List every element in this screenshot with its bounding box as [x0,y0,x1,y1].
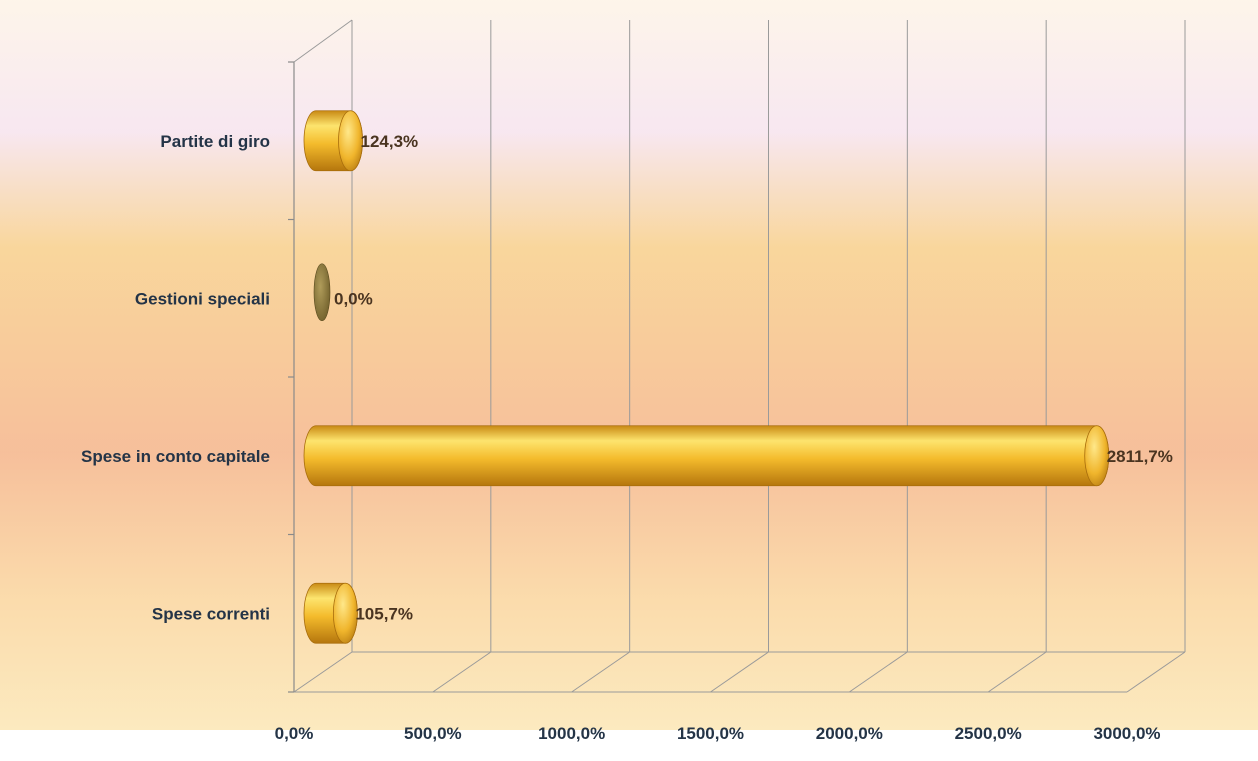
data-label: 2811,7% [1107,447,1173,466]
category-label: Spese correnti [152,604,270,623]
category-label: Partite di giro [160,132,270,151]
data-label: 0,0% [334,289,373,308]
bars-layer [303,110,1110,644]
wall-top-edge [293,19,353,63]
x-tick-label: 2000,0% [816,724,883,743]
bar-cap [338,110,363,172]
plot-wash [0,0,1258,730]
bar [303,425,1110,487]
category-label: Gestioni speciali [135,289,270,308]
data-label: 105,7% [355,604,413,623]
x-tick-label: 3000,0% [1093,724,1160,743]
floor-gridline [849,651,908,693]
x-tick-label: 2500,0% [955,724,1022,743]
floor-gridline [710,651,769,693]
bar [303,582,358,644]
x-tick-label: 1500,0% [677,724,744,743]
x-tick-label: 1000,0% [538,724,605,743]
bar-cap [332,582,358,644]
floor-gridline [432,651,492,693]
grid-layer [288,19,1186,693]
floor-gridline [1126,651,1186,693]
x-tick-label: 500,0% [404,724,462,743]
bar-body [303,425,1110,487]
bar-cap [1084,425,1110,487]
bar-zero-disc [313,263,331,322]
category-label: Spese in conto capitale [81,447,270,466]
bar [303,110,363,172]
floor-gridline [571,651,630,693]
x-tick-label: 0,0% [275,724,314,743]
floor-gridline [987,651,1047,693]
floor-gridline [293,651,353,693]
labels-layer: 0,0% 500,0% 1000,0% 1500,0% 2000,0% 2500,0% 30… [81,132,1173,743]
data-label: 124,3% [361,132,419,151]
